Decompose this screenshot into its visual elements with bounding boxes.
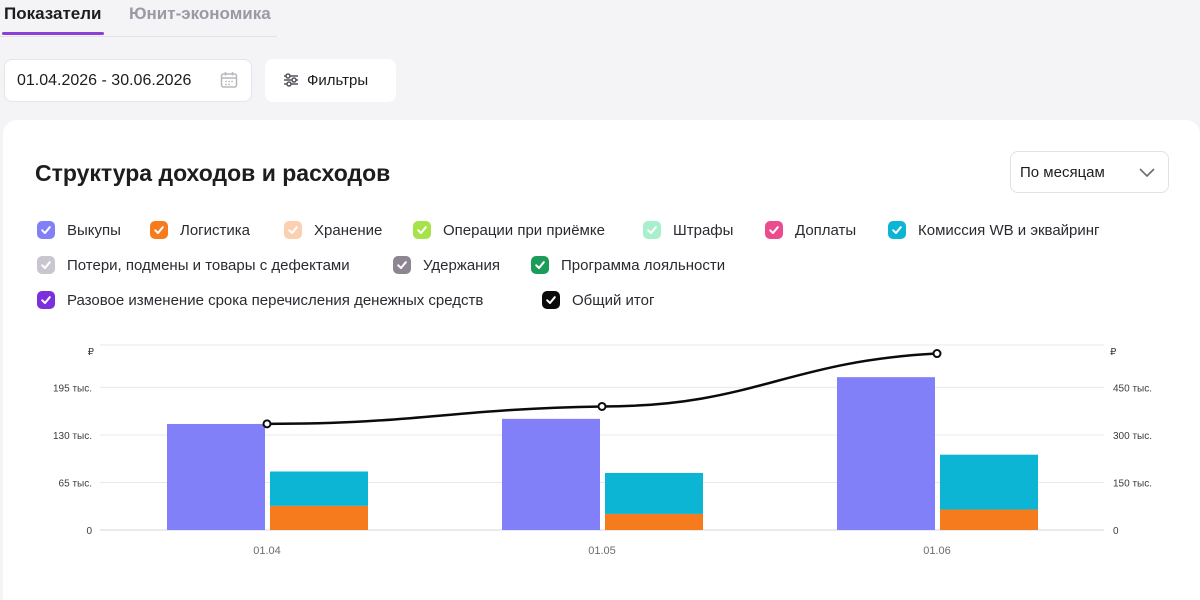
legend-item[interactable]: Доплаты (765, 220, 856, 240)
calendar-icon (220, 72, 238, 88)
legend-label: Комиссия WB и эквайринг (918, 221, 1100, 239)
tabs-bar: Показатели Юнит-экономика (0, 0, 277, 37)
legend-label: Хранение (314, 221, 383, 239)
legend-label: Доплаты (795, 221, 857, 239)
x-tick-label: 01.05 (588, 545, 616, 557)
legend-label: Разовое изменение срока перечисления ден… (67, 291, 484, 309)
date-range-picker[interactable]: 01.04.2026 - 30.06.2026 (4, 59, 252, 102)
filters-button[interactable]: Фильтры (265, 59, 396, 102)
legend-checkbox[interactable] (542, 291, 560, 309)
y-right-unit: ₽ (1110, 347, 1117, 358)
check-icon (417, 226, 427, 234)
check-icon (288, 226, 298, 234)
legend-checkbox[interactable] (531, 256, 549, 274)
legend-checkbox[interactable] (150, 221, 168, 239)
bar-expense (270, 505, 368, 530)
total-point (262, 419, 272, 429)
filters-label: Фильтры (307, 72, 369, 89)
bar-expense (940, 509, 1038, 530)
legend-checkbox[interactable] (765, 221, 783, 239)
legend-label: Потери, подмены и товары с дефектами (67, 256, 350, 274)
legend-item[interactable]: Потери, подмены и товары с дефектами (37, 255, 350, 275)
y-left-tick-label: 65 тыс. (59, 478, 92, 489)
y-right-tick-label: 450 тыс. (1113, 383, 1152, 394)
y-right-tick-label: 300 тыс. (1113, 431, 1152, 442)
legend-item[interactable]: Программа лояльности (531, 255, 725, 275)
y-left-tick-label: 130 тыс. (53, 431, 92, 442)
legend-item[interactable]: Штрафы (643, 220, 733, 240)
legend-label: Удержания (423, 256, 500, 274)
y-left-tick-label: 0 (86, 526, 92, 537)
date-range-value: 01.04.2026 - 30.06.2026 (17, 72, 192, 89)
sliders-icon (284, 73, 298, 87)
bar-expense (605, 472, 703, 514)
bar-expense (940, 454, 1038, 510)
check-icon (892, 226, 902, 234)
check-icon (769, 226, 779, 234)
y-left-tick-label: 195 тыс. (53, 383, 92, 394)
bar-expense (270, 471, 368, 506)
legend-checkbox[interactable] (413, 221, 431, 239)
legend-checkbox[interactable] (393, 256, 411, 274)
check-icon (41, 226, 51, 234)
active-tab-indicator (2, 32, 104, 35)
legend-label: Общий итог (572, 291, 655, 309)
check-icon (535, 261, 545, 269)
check-icon (397, 261, 407, 269)
legend-item[interactable]: Выкупы (37, 220, 121, 240)
legend-item[interactable]: Разовое изменение срока перечисления ден… (37, 290, 483, 310)
legend-item[interactable]: Операции при приёмке (413, 220, 605, 240)
legend-label: Штрафы (673, 221, 734, 239)
legend-checkbox[interactable] (37, 221, 55, 239)
income-expense-card: Структура доходов и расходов По месяцам … (3, 120, 1200, 600)
tab-indicators[interactable]: Показатели (4, 4, 102, 23)
bar-income (837, 377, 935, 530)
legend-checkbox[interactable] (37, 291, 55, 309)
legend-item[interactable]: Логистика (150, 220, 250, 240)
check-icon (154, 226, 164, 234)
legend-checkbox[interactable] (284, 221, 302, 239)
check-icon (647, 226, 657, 234)
y-right-tick-label: 150 тыс. (1113, 478, 1152, 489)
legend-label: Выкупы (67, 221, 121, 239)
total-point (597, 401, 607, 411)
card-title: Структура доходов и расходов (35, 160, 391, 186)
chevron-down-icon (1139, 168, 1155, 178)
chart-canvas: ₽0 65 тыс. 130 тыс. 195 тыс. ₽0 150 тыс. 300 т… (53, 344, 1152, 557)
x-tick-label: 01.06 (923, 545, 951, 557)
check-icon (41, 261, 51, 269)
period-select[interactable]: По месяцам (1010, 151, 1169, 193)
bar-expense (605, 513, 703, 530)
y-left-unit: ₽ (88, 347, 95, 358)
legend-checkbox[interactable] (888, 221, 906, 239)
period-select-value: По месяцам (1020, 164, 1105, 181)
legend-item[interactable]: Удержания (393, 255, 500, 275)
legend-label: Логистика (180, 221, 251, 239)
legend-item[interactable]: Общий итог (542, 290, 654, 310)
total-point (932, 349, 942, 359)
legend-label: Операции при приёмке (443, 221, 605, 239)
legend-checkbox[interactable] (643, 221, 661, 239)
check-icon (41, 296, 51, 304)
bar-income (502, 418, 600, 530)
bar-income (167, 423, 265, 530)
legend-label: Программа лояльности (561, 256, 726, 274)
legend-checkbox[interactable] (37, 256, 55, 274)
check-icon (546, 296, 556, 304)
total-line (266, 352, 938, 426)
x-tick-label: 01.04 (253, 545, 281, 557)
y-right-tick-label: 0 (1113, 526, 1119, 537)
tab-unit-economics[interactable]: Юнит-экономика (129, 4, 271, 23)
legend-item[interactable]: Комиссия WB и эквайринг (888, 220, 1100, 240)
legend-item[interactable]: Хранение (284, 220, 382, 240)
